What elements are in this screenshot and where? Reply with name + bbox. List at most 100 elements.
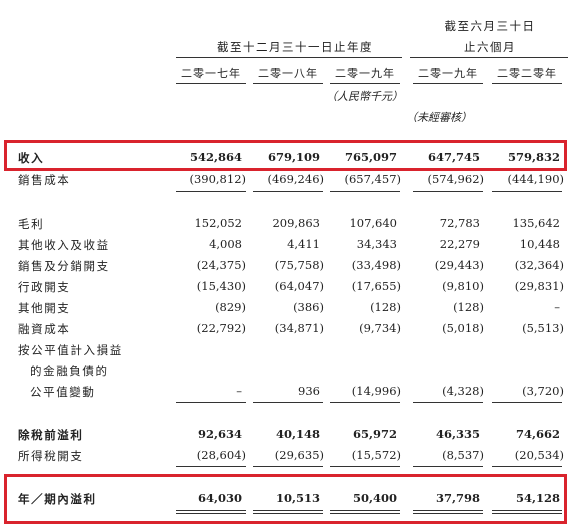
half-year-group-header-line1: 截至六月三十日: [444, 19, 536, 33]
cell-profit-2019: 50,400: [352, 491, 397, 505]
row-label-profit-before-tax: 除稅前溢利: [18, 428, 84, 442]
cell-revenue-2018: 679,109: [267, 150, 320, 164]
cell-fv-2018: 936: [298, 384, 320, 398]
row-label-other-income: 其他收入及收益: [18, 238, 110, 252]
col-header-2020-half: 二零二零年: [497, 67, 557, 80]
cell-ae-2019h: (9,810): [442, 279, 484, 293]
cell-fc-2017: (22,792): [196, 321, 246, 335]
row-label-finance-costs: 融資成本: [18, 322, 71, 336]
col-underline-3: [330, 83, 400, 84]
tax-underline-4: [413, 466, 483, 467]
cell-tax-2018: (29,635): [274, 448, 324, 462]
profit-dbl-underline-4b: [413, 513, 483, 514]
cell-oe-2017: (829): [215, 300, 246, 314]
half-year-group-header-line2: 止六個月: [464, 40, 516, 54]
unit-note: （人民幣千元）: [326, 90, 403, 103]
cell-pbt-2017: 92,634: [197, 427, 242, 441]
cell-cos-2017: (390,812): [189, 172, 246, 186]
row-label-gross-profit: 毛利: [18, 217, 45, 231]
cell-profit-2018: 10,513: [275, 491, 320, 505]
profit-highlight-box: [4, 474, 567, 524]
cell-oi-2019h: 22,279: [439, 237, 480, 251]
cell-ae-2017: (15,430): [196, 279, 246, 293]
row-label-revenue: 收入: [18, 151, 45, 165]
cell-oi-2017: 4,008: [209, 237, 242, 251]
row-label-admin-expenses: 行政開支: [18, 280, 71, 294]
cell-profit-2017: 64,030: [197, 491, 242, 505]
revenue-highlight-box: [4, 140, 567, 171]
cell-pbt-2018: 40,148: [275, 427, 320, 441]
col-header-2019: 二零一九年: [335, 67, 395, 80]
cos-underline-4: [413, 191, 483, 192]
fv-underline-1: [176, 402, 246, 403]
col-underline-4: [413, 83, 483, 84]
cell-fv-2020h: (3,720): [522, 384, 564, 398]
profit-dbl-underline-2b: [253, 513, 323, 514]
cell-oe-2018: (386): [293, 300, 324, 314]
profit-dbl-underline-3b: [330, 513, 400, 514]
half-year-group-underline: [410, 57, 568, 58]
cell-fv-2019: (14,996): [351, 384, 401, 398]
row-label-income-tax: 所得稅開支: [18, 449, 84, 463]
col-underline-2: [253, 83, 323, 84]
cos-underline-1: [176, 191, 246, 192]
profit-dbl-underline-4a: [413, 510, 483, 511]
cell-pbt-2019h: 46,335: [435, 427, 480, 441]
tax-underline-1: [176, 466, 246, 467]
cell-se-2020h: (32,364): [514, 258, 564, 272]
cell-se-2019h: (29,443): [434, 258, 484, 272]
fv-underline-2: [253, 402, 323, 403]
cell-fc-2018: (34,871): [274, 321, 324, 335]
cell-pbt-2019: 65,972: [352, 427, 397, 441]
cell-profit-2019h: 37,798: [435, 491, 480, 505]
fv-underline-4: [413, 402, 483, 403]
cell-cos-2018: (469,246): [267, 172, 324, 186]
cell-oi-2018: 4,411: [287, 237, 320, 251]
tax-underline-5: [492, 466, 562, 467]
row-label-fv-line1: 按公平值計入損益: [18, 343, 123, 357]
col-header-2017: 二零一七年: [181, 67, 241, 80]
cell-oe-2019h: (128): [453, 300, 484, 314]
cell-tax-2019h: (8,537): [442, 448, 484, 462]
row-label-selling-expenses: 銷售及分銷開支: [18, 259, 110, 273]
cell-se-2018: (75,758): [274, 258, 324, 272]
cell-cos-2020h: (444,190): [507, 172, 564, 186]
cell-fc-2019: (9,734): [359, 321, 401, 335]
col-underline-5: [492, 83, 562, 84]
cell-gp-2019h: 72,783: [439, 216, 480, 230]
tax-underline-3: [330, 466, 400, 467]
profit-dbl-underline-2a: [253, 510, 323, 511]
row-label-cost-of-sales: 銷售成本: [18, 173, 71, 187]
cell-fc-2020h: (5,513): [522, 321, 564, 335]
cell-oi-2019: 34,343: [356, 237, 397, 251]
unaudited-note: （未經審核）: [406, 111, 472, 124]
col-header-2018: 二零一八年: [258, 67, 318, 80]
cell-pbt-2020h: 74,662: [515, 427, 560, 441]
cell-gp-2020h: 135,642: [512, 216, 560, 230]
cell-se-2019: (33,498): [351, 258, 401, 272]
row-label-other-expenses: 其他開支: [18, 301, 71, 315]
cell-revenue-2019h: 647,745: [427, 150, 480, 164]
full-year-group-header: 截至十二月三十一日止年度: [217, 40, 373, 54]
cell-tax-2020h: (20,534): [514, 448, 564, 462]
col-header-2019-half: 二零一九年: [418, 67, 478, 80]
cell-oi-2020h: 10,448: [519, 237, 560, 251]
cell-oe-2020h: –: [554, 300, 560, 314]
cell-gp-2019: 107,640: [349, 216, 397, 230]
profit-dbl-underline-1a: [176, 510, 246, 511]
cell-se-2017: (24,375): [196, 258, 246, 272]
profit-dbl-underline-5b: [492, 513, 562, 514]
cell-gp-2017: 152,052: [194, 216, 242, 230]
profit-dbl-underline-5a: [492, 510, 562, 511]
cell-fv-2017: –: [236, 384, 242, 398]
cell-cos-2019h: (574,962): [427, 172, 484, 186]
cos-underline-5: [492, 191, 562, 192]
fv-underline-3: [330, 402, 400, 403]
full-year-group-underline: [176, 57, 402, 58]
cell-ae-2019: (17,655): [351, 279, 401, 293]
cos-underline-3: [330, 191, 400, 192]
cell-cos-2019: (657,457): [344, 172, 401, 186]
cos-underline-2: [253, 191, 323, 192]
cell-tax-2019: (15,572): [351, 448, 401, 462]
cell-ae-2020h: (29,831): [514, 279, 564, 293]
